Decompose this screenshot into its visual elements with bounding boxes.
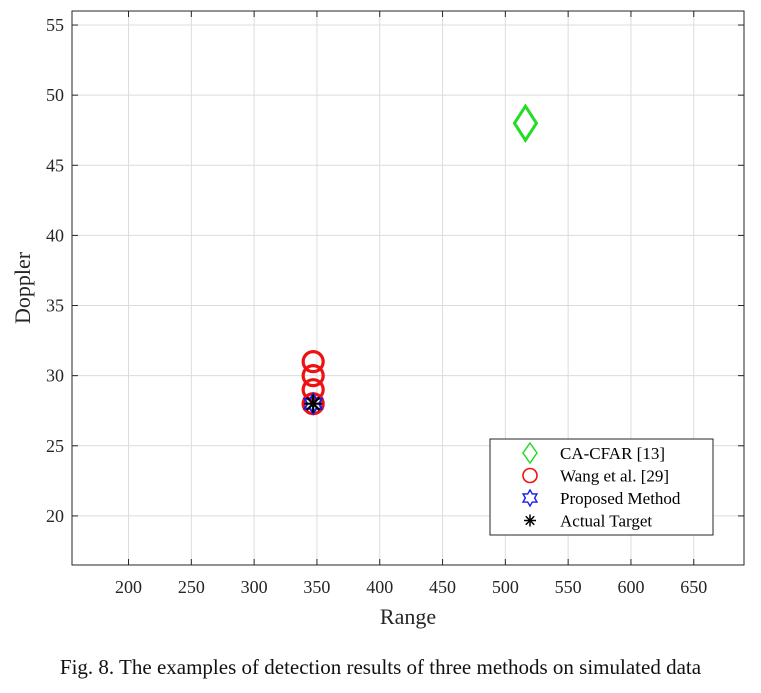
y-tick-label: 50	[46, 85, 64, 105]
data-point-actual-target	[304, 394, 323, 413]
x-tick-label: 200	[115, 577, 142, 597]
legend-entry-label: Actual Target	[560, 512, 652, 531]
legend-entry-label: CA-CFAR [13]	[560, 444, 665, 463]
legend-entry-label: Proposed Method	[560, 489, 681, 508]
y-axis-label: Doppler	[10, 251, 35, 324]
data-point-proposed-method	[302, 391, 324, 416]
data-point-ca-cfar-13	[512, 103, 539, 143]
x-ticks: 200 250 300 350 400 450 500 550 600 650	[115, 11, 707, 597]
figure-caption: Fig. 8. The examples of detection result…	[59, 655, 702, 679]
y-tick-label: 25	[46, 436, 64, 456]
legend-marker-1	[522, 467, 538, 484]
x-axis-label: Range	[380, 604, 436, 629]
y-tick-label: 55	[46, 15, 64, 35]
plot-frame	[71, 10, 745, 566]
x-tick-label: 350	[303, 577, 330, 597]
y-tick-label: 35	[46, 296, 64, 316]
y-tick-label: 40	[46, 225, 64, 245]
x-tick-label: 550	[555, 577, 582, 597]
chart: 200 250 300 350 400 450 500 550 600 650 20 25 30 35 4…	[10, 10, 745, 629]
data-point-wang-et-al-29	[301, 364, 325, 388]
x-tick-label: 250	[178, 577, 205, 597]
y-tick-label: 45	[46, 155, 64, 175]
x-tick-label: 300	[241, 577, 268, 597]
y-tick-label: 20	[46, 506, 64, 526]
legend-marker-0	[522, 441, 538, 465]
grid	[72, 11, 744, 565]
x-tick-label: 500	[492, 577, 519, 597]
y-ticks: 20 25 30 35 40 45 50 55	[46, 15, 744, 526]
x-tick-label: 600	[617, 577, 644, 597]
data-marks	[301, 103, 539, 416]
legend-marker-3	[524, 514, 536, 527]
data-point-wang-et-al-29	[301, 350, 325, 374]
y-tick-label: 30	[46, 366, 64, 386]
legend-entry-label: Wang et al. [29]	[560, 467, 669, 486]
x-tick-label: 400	[366, 577, 393, 597]
x-tick-label: 450	[429, 577, 456, 597]
legend-marker-2	[521, 488, 539, 508]
legend: CA-CFAR [13] Wang et al. [29] Proposed Met…	[489, 438, 714, 536]
legend-box	[489, 438, 714, 536]
x-tick-label: 650	[680, 577, 707, 597]
